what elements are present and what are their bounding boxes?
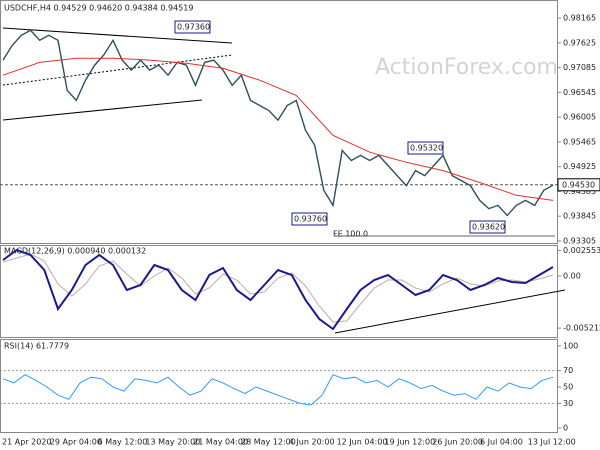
x-tick-label: 12 Jun 04:00 [337, 438, 388, 447]
x-tick-label: 13 May 20:00 [145, 438, 200, 447]
annotation-box [407, 141, 444, 155]
y-tick-label: 70 [563, 366, 573, 375]
x-tick-label: 21 Apr 2020 [2, 438, 51, 447]
rsi-panel [0, 339, 558, 433]
trendline [2, 27, 233, 44]
y-tick-label: 0 [563, 424, 568, 433]
x-tick-label: 26 Jun 20:00 [432, 438, 483, 447]
annotation-box [291, 212, 328, 226]
trendline [2, 54, 233, 86]
x-tick-label: 29 Apr 04:00 [50, 438, 102, 447]
main-panel [0, 0, 558, 244]
y-tick-label: 30 [563, 399, 573, 408]
x-tick-label: 4 Jun 20:00 [289, 438, 335, 447]
y-tick-label: 0.93305 [563, 236, 596, 245]
x-tick-label: 19 Jun 12:00 [384, 438, 435, 447]
series-line [2, 248, 554, 331]
x-tick-label: 13 Jul 12:00 [528, 438, 576, 447]
x-tick-label: 21 May 04:00 [193, 438, 248, 447]
y-tick-label: -0.005212 [563, 324, 600, 333]
watermark: ActionForex.com [375, 55, 558, 80]
series-line [2, 253, 554, 323]
series-line [2, 57, 554, 201]
y-tick-label: 0.95465 [563, 137, 596, 146]
current-price-box [557, 178, 600, 192]
x-tick-label: 6 Jul 04:00 [480, 438, 523, 447]
current-price-label: 0.94530 [562, 180, 595, 189]
y-tick-label: 50 [563, 383, 573, 392]
annotation-box [174, 20, 211, 34]
annotation-label: 0.93620 [472, 223, 505, 232]
trendline [2, 99, 203, 121]
fe-label: FE 100.0 [333, 230, 368, 239]
annotation-label: 0.95320 [410, 144, 443, 153]
x-tick-label: 28 May 12:00 [241, 438, 296, 447]
y-tick-label: 0.97625 [563, 38, 596, 47]
series-line [2, 374, 554, 406]
rsi-title: RSI(14) 61.7779 [4, 342, 69, 351]
y-tick-label: 0.00 [563, 272, 581, 281]
y-tick-label: 0.96545 [563, 88, 596, 97]
x-tick-label: 6 May 12:00 [98, 438, 148, 447]
series-line [2, 29, 554, 217]
trendline [334, 289, 566, 334]
y-tick-label: 0.98165 [563, 14, 596, 23]
y-tick-label: 100 [563, 342, 578, 351]
y-tick-label: 0.002553 [563, 246, 600, 255]
chart-title: USDCHF,H4 0.94529 0.94620 0.94384 0.9451… [4, 4, 193, 13]
macd-title: MACD(12,26,9) 0.000940 0.000132 [4, 247, 146, 256]
annotation-box [469, 220, 506, 234]
macd-panel [0, 245, 558, 338]
y-tick-label: 0.94385 [563, 187, 596, 196]
y-tick-label: 0.93845 [563, 212, 596, 221]
annotation-label: 0.97360 [177, 23, 210, 32]
y-tick-label: 0.97085 [563, 63, 596, 72]
y-tick-label: 0.94925 [563, 162, 596, 171]
annotation-label: 0.93760 [294, 215, 327, 224]
y-tick-label: 0.96005 [563, 113, 596, 122]
